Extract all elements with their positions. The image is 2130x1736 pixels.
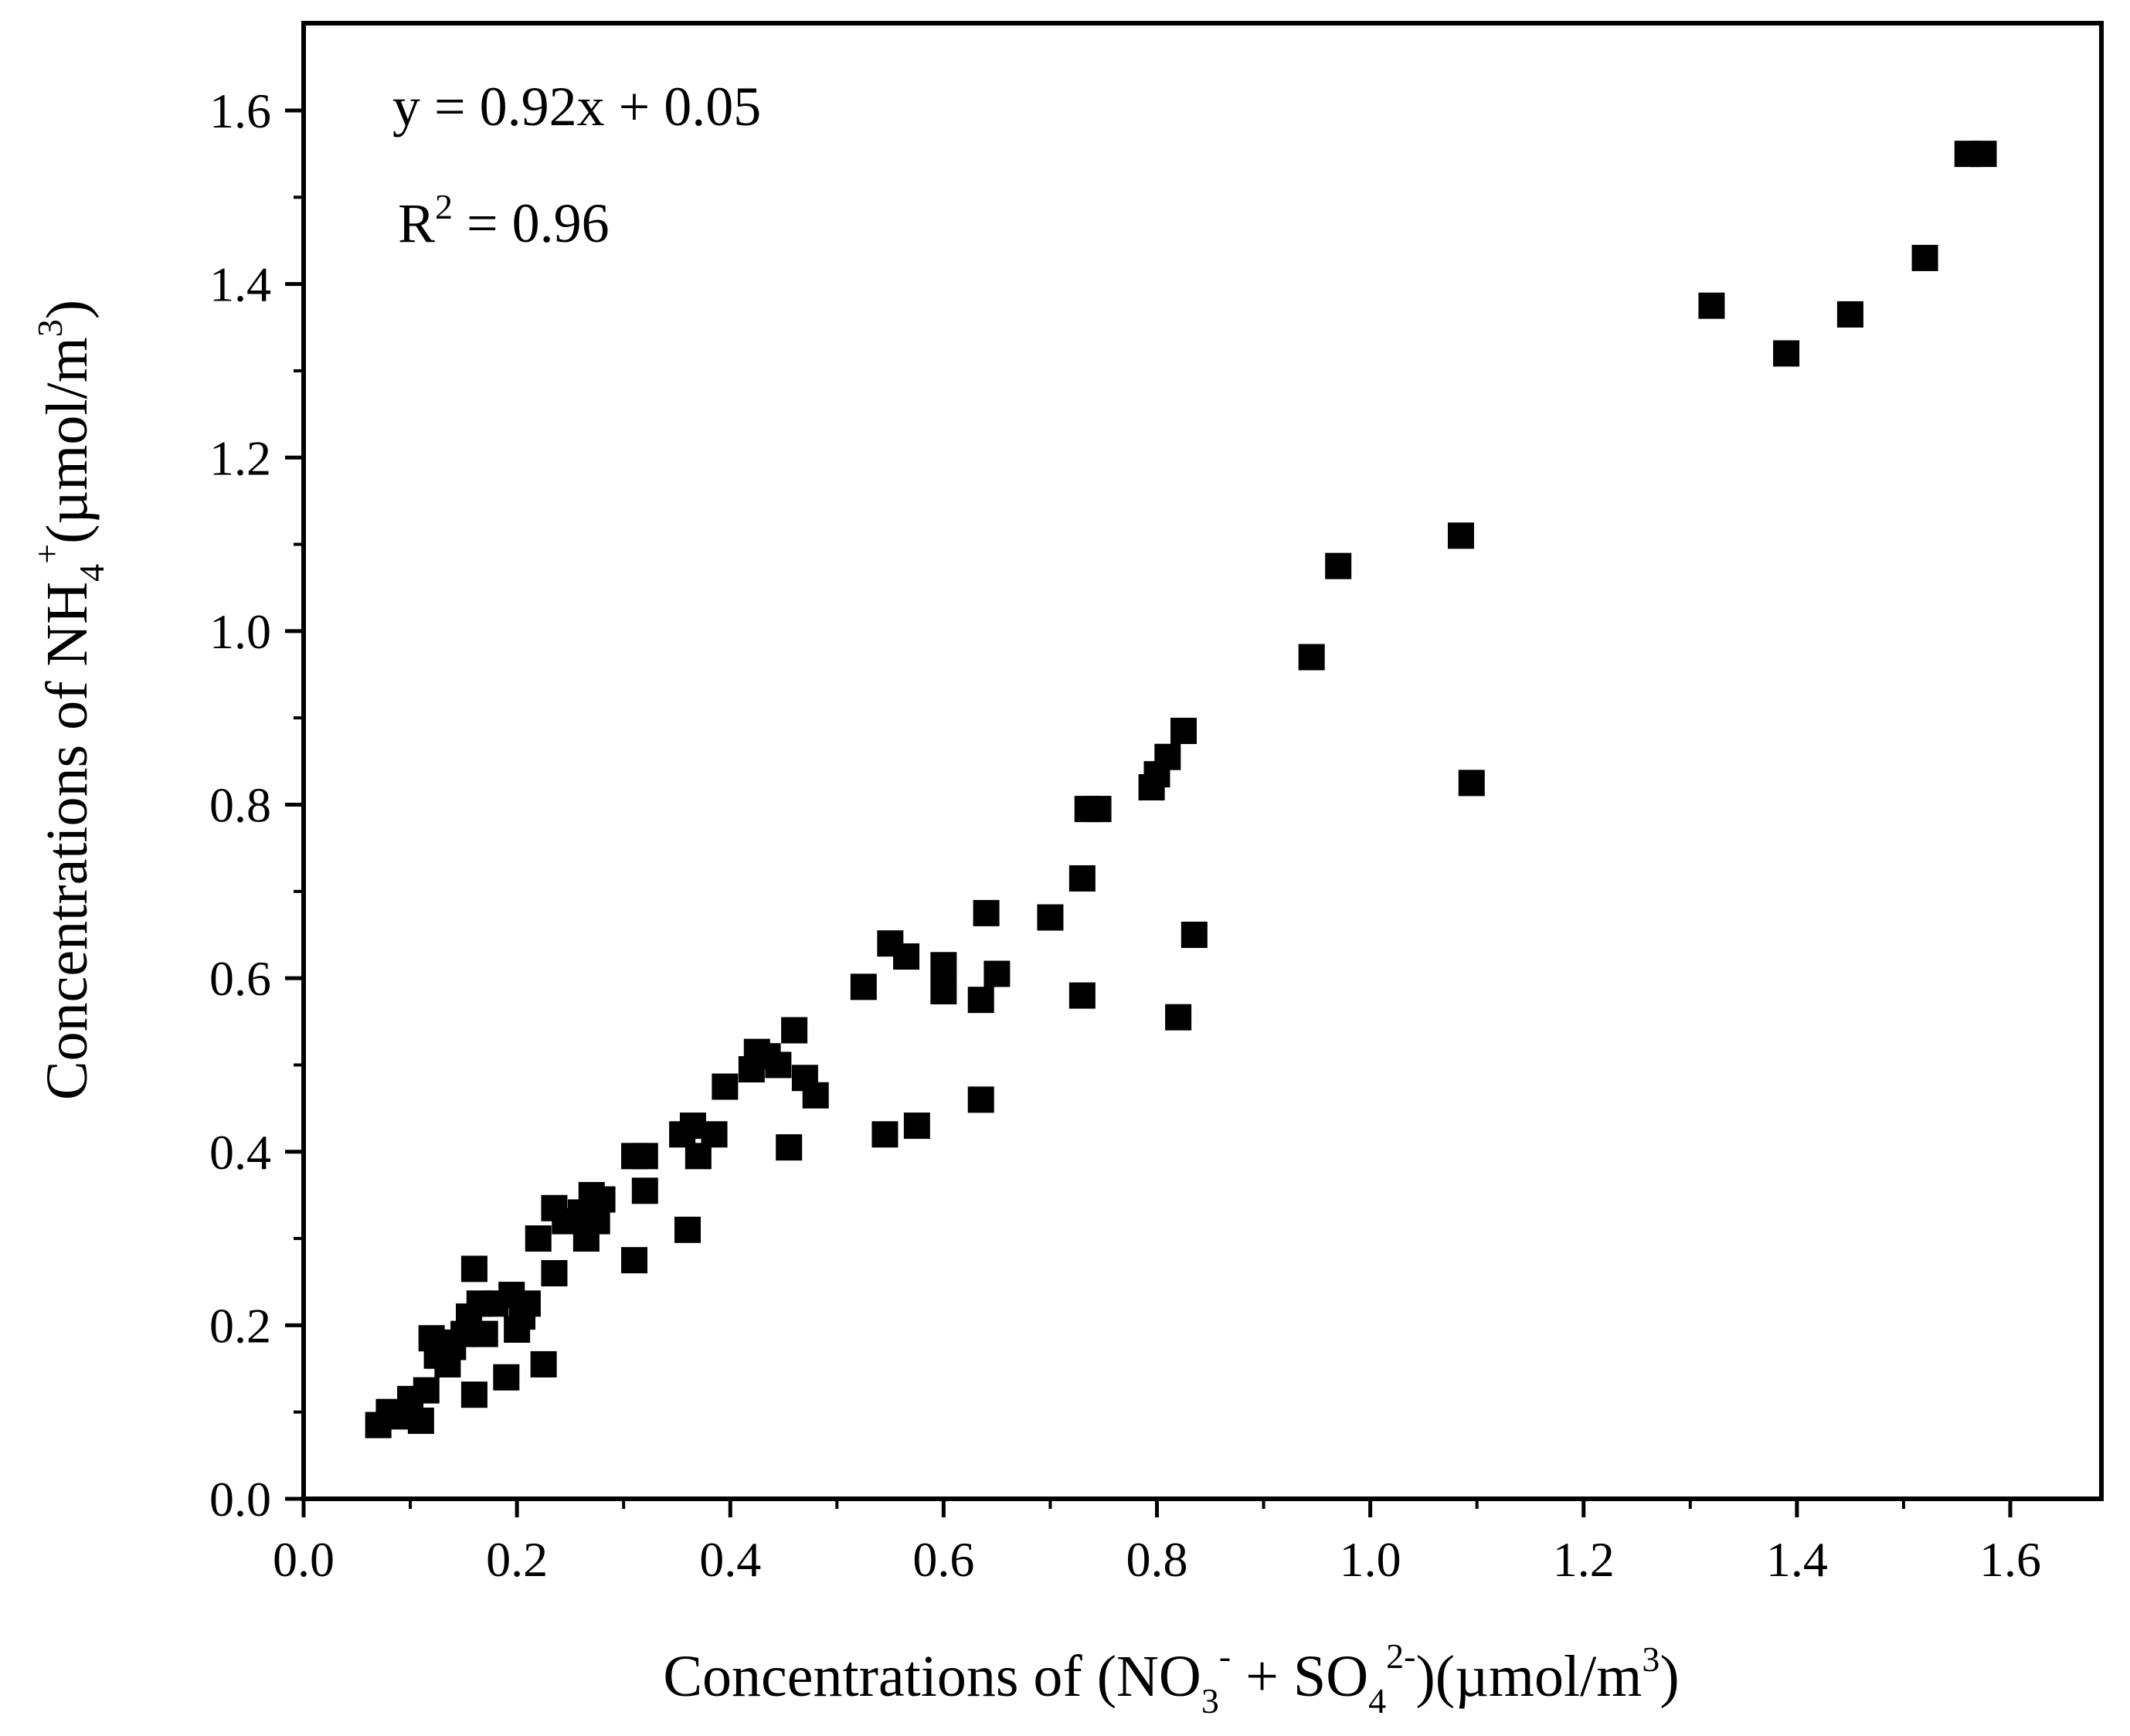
data-point [893, 943, 920, 970]
x-axis-title: Concentrations of (NO3- + SO42-)(µmol/m3… [663, 1636, 1679, 1721]
data-point [541, 1259, 568, 1286]
y-tick-label: 1.0 [209, 604, 271, 659]
y-tick-label: 0.2 [209, 1298, 271, 1353]
y-tick-label: 1.6 [209, 83, 271, 138]
data-point [1170, 718, 1197, 745]
data-point [589, 1186, 616, 1213]
data-point [1165, 1004, 1192, 1031]
data-point [493, 1364, 520, 1391]
r-squared: R2 = 0.96 [398, 187, 610, 254]
data-point [1698, 292, 1725, 319]
data-point [1154, 743, 1181, 770]
data-point [631, 1143, 658, 1170]
data-point [930, 952, 957, 979]
data-point [631, 1177, 658, 1204]
data-point [460, 1255, 487, 1282]
y-tick-label: 1.4 [209, 257, 271, 312]
data-point [413, 1377, 440, 1404]
y-tick-label: 1.2 [209, 430, 271, 485]
x-tick-label: 1.4 [1766, 1532, 1828, 1587]
data-point [765, 1051, 792, 1079]
x-tick-label: 0.4 [699, 1532, 761, 1587]
x-tick-label: 1.2 [1553, 1532, 1615, 1587]
data-point [1773, 340, 1800, 367]
data-point [1970, 141, 1997, 168]
data-point [850, 973, 877, 1000]
data-point [967, 987, 994, 1014]
data-point [1068, 982, 1096, 1009]
y-tick-label: 0.4 [209, 1125, 271, 1180]
x-tick-label: 0.0 [273, 1532, 335, 1587]
data-point [407, 1407, 434, 1434]
data-point [1037, 904, 1064, 931]
data-point [712, 1073, 739, 1100]
data-point [930, 977, 957, 1004]
data-point [1325, 552, 1352, 579]
data-point [1181, 921, 1208, 948]
y-tick-label: 0.0 [209, 1472, 271, 1527]
data-point [776, 1134, 803, 1161]
data-point [1911, 244, 1938, 271]
data-point [903, 1113, 930, 1140]
y-tick-label: 0.6 [209, 951, 271, 1006]
data-point [1085, 796, 1112, 823]
data-point [525, 1225, 552, 1252]
data-point [471, 1320, 498, 1347]
y-axis-ticks: 0.0 0.2 0.4 0.6 0.8 1.0 1.2 1.4 1.6 [209, 83, 304, 1527]
data-point [701, 1121, 728, 1148]
data-point [514, 1290, 541, 1317]
plot-frame [301, 21, 2104, 1501]
data-markers [365, 141, 1997, 1439]
data-point [460, 1381, 487, 1408]
data-point [802, 1082, 829, 1109]
y-axis-title: Concentrations of NH4+(µmol/m3) [27, 300, 111, 1100]
data-point [620, 1247, 647, 1274]
x-axis-ticks: 0.0 0.2 0.4 0.6 0.8 1.0 1.2 1.4 1.6 [273, 1499, 2041, 1587]
data-point [983, 960, 1011, 987]
data-point [967, 1086, 994, 1113]
y-tick-label: 0.8 [209, 778, 271, 833]
data-point [1836, 301, 1863, 328]
data-point [871, 1121, 899, 1148]
x-tick-label: 1.6 [1979, 1532, 2041, 1587]
x-tick-label: 0.2 [486, 1532, 548, 1587]
data-point [530, 1350, 557, 1378]
x-tick-label: 0.6 [912, 1532, 974, 1587]
x-tick-label: 1.0 [1340, 1532, 1401, 1587]
data-point [1458, 769, 1485, 797]
regression-equation: y = 0.92x + 0.05 [392, 76, 761, 138]
data-point [973, 899, 1000, 926]
data-point [674, 1216, 702, 1243]
data-point [781, 1017, 808, 1044]
data-point [1447, 522, 1474, 549]
data-point [1068, 865, 1096, 892]
x-tick-label: 0.8 [1126, 1532, 1188, 1587]
data-point [1298, 644, 1325, 671]
